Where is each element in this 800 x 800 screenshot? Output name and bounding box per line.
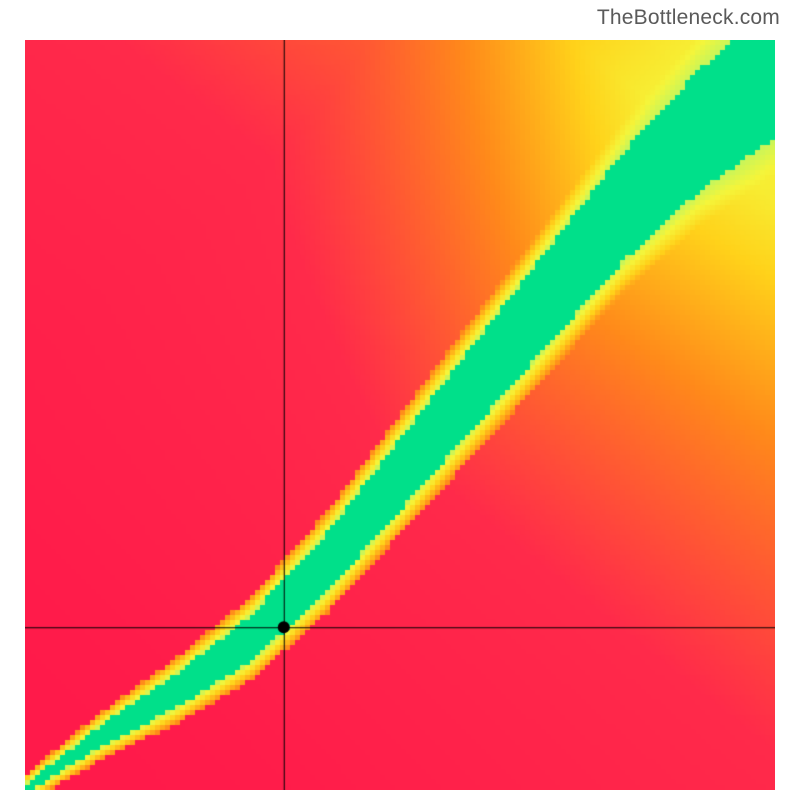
watermark-text: TheBottleneck.com bbox=[597, 6, 780, 30]
heatmap-canvas bbox=[25, 40, 775, 790]
